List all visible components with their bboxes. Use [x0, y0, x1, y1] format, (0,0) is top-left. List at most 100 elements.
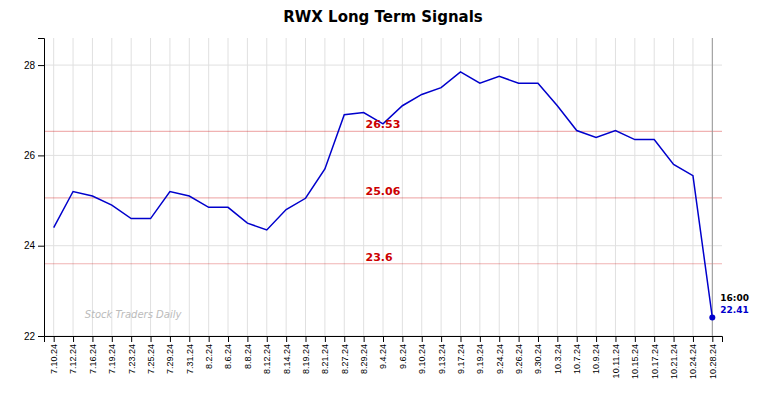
grid-line: [712, 38, 713, 336]
grid-line: [692, 38, 693, 336]
tick-mark: [441, 336, 442, 342]
tick-label: 7.10.24: [49, 344, 59, 374]
grid-line: [208, 38, 209, 336]
tick-label: 9.19.24: [475, 344, 485, 374]
tick-mark: [557, 336, 558, 342]
tick-label: 9.26.24: [514, 344, 524, 374]
tick-label: 24: [24, 240, 36, 251]
tick-mark: [364, 336, 365, 342]
tick: 8.8.24: [243, 336, 253, 369]
tick-mark: [577, 336, 578, 342]
tick-label: 8.19.24: [301, 344, 311, 374]
tick: 9.4.24: [378, 336, 388, 369]
grid-line: [247, 38, 248, 336]
tick: 10.15.24: [630, 336, 640, 379]
grid-line: [344, 38, 345, 336]
tick-label: 8.14.24: [282, 344, 292, 374]
tick-label: 7.31.24: [185, 344, 195, 374]
grid-line: [150, 38, 151, 336]
tick: 10.21.24: [669, 336, 679, 379]
tick-mark: [538, 336, 539, 342]
tick-label: 10.24.24: [688, 344, 698, 379]
tick-mark: [228, 336, 229, 342]
end-label: 22.41: [720, 305, 748, 315]
grid-line: [363, 38, 364, 336]
tick: 9.10.24: [417, 336, 427, 374]
tick-mark: [712, 336, 713, 342]
grid-line: [673, 38, 674, 336]
tick: 8.27.24: [340, 336, 350, 374]
tick-mark: [615, 336, 616, 342]
tick-label: 9.30.24: [533, 344, 543, 374]
tick-mark: [112, 336, 113, 342]
axis-line: [45, 337, 723, 343]
tick: 7.19.24: [107, 336, 117, 374]
tick-mark: [402, 336, 403, 342]
grid: [44, 38, 722, 336]
tick-label: 7.12.24: [68, 344, 78, 374]
tick-label: 8.8.24: [243, 344, 253, 369]
tick: 22: [24, 331, 44, 342]
tick-mark: [38, 336, 44, 337]
tick-label: 9.13.24: [436, 344, 446, 374]
tick: 9.13.24: [436, 336, 446, 374]
tick-mark: [596, 336, 597, 342]
tick-mark: [38, 155, 44, 156]
tick-label: 8.21.24: [320, 344, 330, 374]
tick-label: 10.21.24: [669, 344, 679, 379]
tick: 8.2.24: [204, 336, 214, 369]
tick-mark: [170, 336, 171, 342]
tick-mark: [519, 336, 520, 342]
reference-label: 26.53: [366, 118, 401, 131]
y-axis: 22242628: [24, 39, 45, 342]
tick: 10.24.24: [688, 336, 698, 379]
tick: 8.6.24: [223, 336, 233, 369]
tick: 10.11.24: [611, 336, 621, 378]
tick-label: 7.19.24: [107, 344, 117, 374]
tick-label: 9.24.24: [495, 344, 505, 374]
tick: 8.12.24: [262, 336, 272, 374]
watermark: Stock Traders Daily: [85, 309, 183, 320]
tick: 8.29.24: [359, 336, 369, 374]
tick: 28: [24, 60, 44, 71]
tick: 7.10.24: [49, 336, 59, 374]
tick-label: 10.28.24: [708, 344, 718, 379]
grid-line: [266, 38, 267, 336]
tick-label: 7.16.24: [88, 344, 98, 374]
tick: 7.12.24: [68, 336, 78, 374]
tick-mark: [38, 65, 44, 66]
grid-line: [402, 38, 403, 336]
tick-mark: [422, 336, 423, 342]
tick-label: 10.17.24: [650, 344, 660, 379]
plot: Stock Traders Daily26.5325.0623.616:0022…: [24, 38, 749, 379]
tick-mark: [499, 336, 500, 342]
axis-line: [38, 39, 45, 337]
tick-mark: [325, 336, 326, 342]
grid-line: [441, 38, 442, 336]
tick-label: 22: [24, 331, 36, 342]
tick-label: 8.6.24: [223, 344, 233, 369]
grid-line: [305, 38, 306, 336]
last-point: [709, 314, 715, 320]
tick-mark: [92, 336, 93, 342]
tick-mark: [131, 336, 132, 342]
grid-line: [324, 38, 325, 336]
grid-line: [654, 38, 655, 336]
tick-mark: [383, 336, 384, 342]
tick-label: 10.15.24: [630, 344, 640, 379]
tick: 7.29.24: [165, 336, 175, 374]
tick-label: 9.17.24: [456, 344, 466, 374]
reference-label: 23.6: [366, 251, 393, 264]
end-label: 16:00: [720, 293, 749, 303]
tick-mark: [693, 336, 694, 342]
tick-mark: [209, 336, 210, 342]
tick-label: 7.29.24: [165, 344, 175, 374]
tick-label: 8.29.24: [359, 344, 369, 374]
grid-line: [53, 38, 54, 336]
tick-mark: [267, 336, 268, 342]
tick: 7.16.24: [88, 336, 98, 374]
tick: 8.19.24: [301, 336, 311, 374]
grid-line: [576, 38, 577, 336]
tick: 9.26.24: [514, 336, 524, 374]
tick: 24: [24, 240, 44, 251]
